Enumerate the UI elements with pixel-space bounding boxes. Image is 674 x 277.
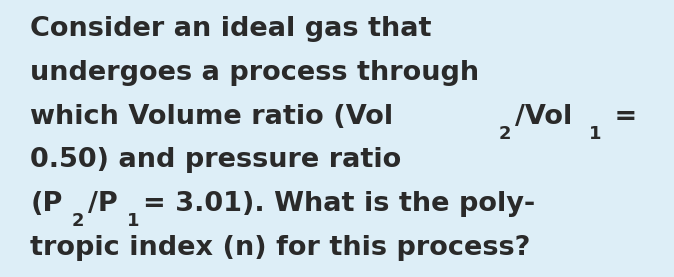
Text: /P: /P (88, 191, 118, 217)
Text: tropic index (n) for this process?: tropic index (n) for this process? (30, 235, 530, 261)
Text: =: = (605, 104, 637, 130)
Text: Consider an ideal gas that: Consider an ideal gas that (30, 16, 432, 42)
Text: (P: (P (30, 191, 63, 217)
Text: 2: 2 (499, 125, 512, 143)
Text: /Vol: /Vol (515, 104, 572, 130)
Text: 0.50) and pressure ratio: 0.50) and pressure ratio (30, 147, 402, 173)
Text: 1: 1 (127, 212, 139, 230)
Text: which Volume ratio (Vol: which Volume ratio (Vol (30, 104, 394, 130)
Text: undergoes a process through: undergoes a process through (30, 60, 479, 86)
Text: 2: 2 (72, 212, 85, 230)
FancyBboxPatch shape (5, 4, 669, 271)
Text: = 3.01). What is the poly-: = 3.01). What is the poly- (143, 191, 535, 217)
Text: 1: 1 (589, 125, 601, 143)
